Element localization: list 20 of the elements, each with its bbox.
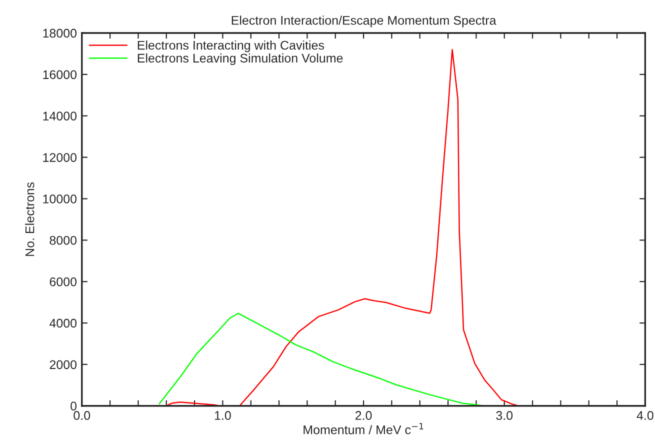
y-tick-label: 10000 (43, 194, 77, 204)
y-tick-label: 0 (70, 402, 77, 411)
y-axis-title: No. Electrons (25, 182, 34, 256)
x-tick-label: 2.0 (355, 411, 372, 420)
x-tick-label: 4.0 (636, 411, 654, 420)
chart-title: Electron Interaction/Escape Momentum Spectra (232, 16, 496, 28)
x-axis-title: Momentum / MeV c$^{−1}$ (304, 422, 424, 434)
y-tick-label: 12000 (43, 153, 77, 162)
y-tick-label: 8000 (50, 236, 77, 245)
legend-label: Electrons Interacting with Cavities (138, 40, 324, 52)
x-tick-label: 0.0 (74, 411, 90, 420)
y-tick-label: 14000 (43, 112, 77, 121)
y-tick-label: 16000 (43, 70, 77, 80)
y-tick-label: 18000 (43, 28, 77, 38)
legend-label: Electrons Leaving Simulation Volume (138, 53, 343, 66)
y-tick-label: 4000 (49, 318, 77, 328)
y-tick-label: 2000 (50, 360, 77, 370)
x-tick-label: 3.0 (496, 411, 513, 420)
y-tick-label: 6000 (50, 277, 77, 286)
x-tick-label: 1.0 (214, 411, 231, 420)
